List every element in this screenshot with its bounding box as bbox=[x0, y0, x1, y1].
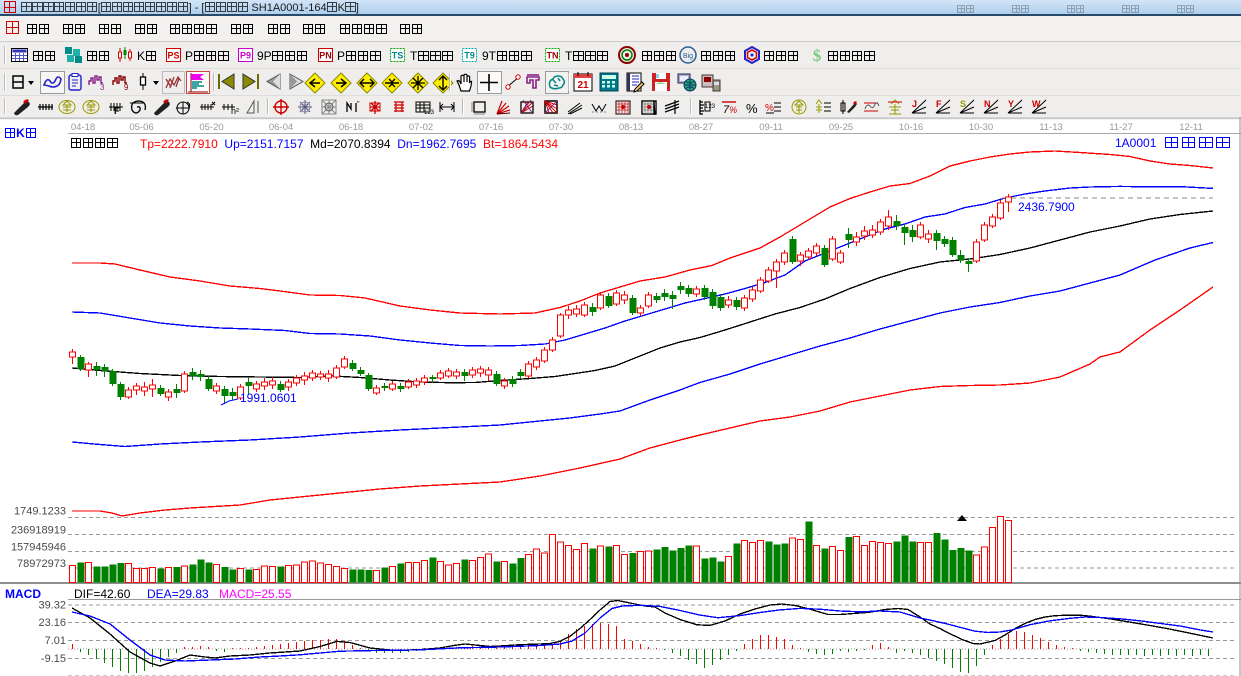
svg-text:05-20: 05-20 bbox=[199, 122, 223, 133]
svg-text:3: 3 bbox=[100, 83, 105, 91]
svg-text:07-30: 07-30 bbox=[549, 122, 573, 133]
svg-text:09-25: 09-25 bbox=[829, 122, 853, 133]
svg-text:10-16: 10-16 bbox=[899, 122, 923, 133]
svg-text:T9: T9 bbox=[464, 51, 475, 61]
svg-text:157945946: 157945946 bbox=[11, 542, 66, 554]
svg-text:123: 123 bbox=[424, 110, 434, 116]
svg-text:N: N bbox=[984, 99, 991, 109]
svg-text:08-13: 08-13 bbox=[619, 122, 643, 133]
svg-text:23.16: 23.16 bbox=[38, 617, 66, 629]
svg-text:J: J bbox=[912, 99, 917, 109]
svg-text:$: $ bbox=[813, 46, 822, 65]
svg-text:1749.1233: 1749.1233 bbox=[14, 506, 66, 518]
svg-text:W: W bbox=[1032, 99, 1041, 109]
svg-text:10-30: 10-30 bbox=[969, 122, 993, 133]
svg-text:": " bbox=[357, 101, 360, 108]
svg-text:08-27: 08-27 bbox=[689, 122, 713, 133]
svg-text:7.01: 7.01 bbox=[45, 635, 66, 647]
svg-text:TS: TS bbox=[392, 51, 404, 61]
svg-text:78972973: 78972973 bbox=[17, 558, 66, 570]
svg-text:F: F bbox=[114, 106, 120, 116]
svg-text:12-11: 12-11 bbox=[1179, 122, 1203, 133]
svg-text:%: % bbox=[746, 101, 758, 116]
svg-text:07-02: 07-02 bbox=[409, 122, 433, 133]
svg-text:21: 21 bbox=[577, 80, 589, 91]
svg-text:09-11: 09-11 bbox=[759, 122, 783, 133]
svg-text:06-18: 06-18 bbox=[339, 122, 363, 133]
svg-text:11-13: 11-13 bbox=[1039, 122, 1063, 133]
svg-text:39.32: 39.32 bbox=[38, 600, 66, 612]
svg-text:n²: n² bbox=[231, 106, 239, 116]
svg-text:PS: PS bbox=[167, 51, 179, 61]
svg-text:PN: PN bbox=[319, 51, 332, 61]
svg-text:123: 123 bbox=[705, 104, 716, 110]
svg-text:%: % bbox=[765, 103, 774, 114]
svg-text:7%: 7% bbox=[723, 104, 737, 116]
svg-text:06-04: 06-04 bbox=[269, 122, 293, 133]
svg-text:04-18: 04-18 bbox=[71, 122, 95, 133]
svg-text:P9: P9 bbox=[240, 51, 251, 61]
svg-text:236918919: 236918919 bbox=[11, 525, 66, 537]
svg-text:TN: TN bbox=[547, 51, 559, 61]
svg-text:9: 9 bbox=[124, 83, 129, 91]
svg-text:05-06: 05-06 bbox=[129, 122, 153, 133]
svg-text:Y: Y bbox=[1008, 99, 1014, 109]
svg-text:Big: Big bbox=[683, 53, 693, 60]
svg-text:F: F bbox=[936, 99, 942, 109]
svg-text:-9.15: -9.15 bbox=[41, 653, 66, 665]
svg-text:07-16: 07-16 bbox=[479, 122, 503, 133]
svg-text:11-27: 11-27 bbox=[1109, 122, 1133, 133]
svg-text:S: S bbox=[960, 99, 966, 109]
